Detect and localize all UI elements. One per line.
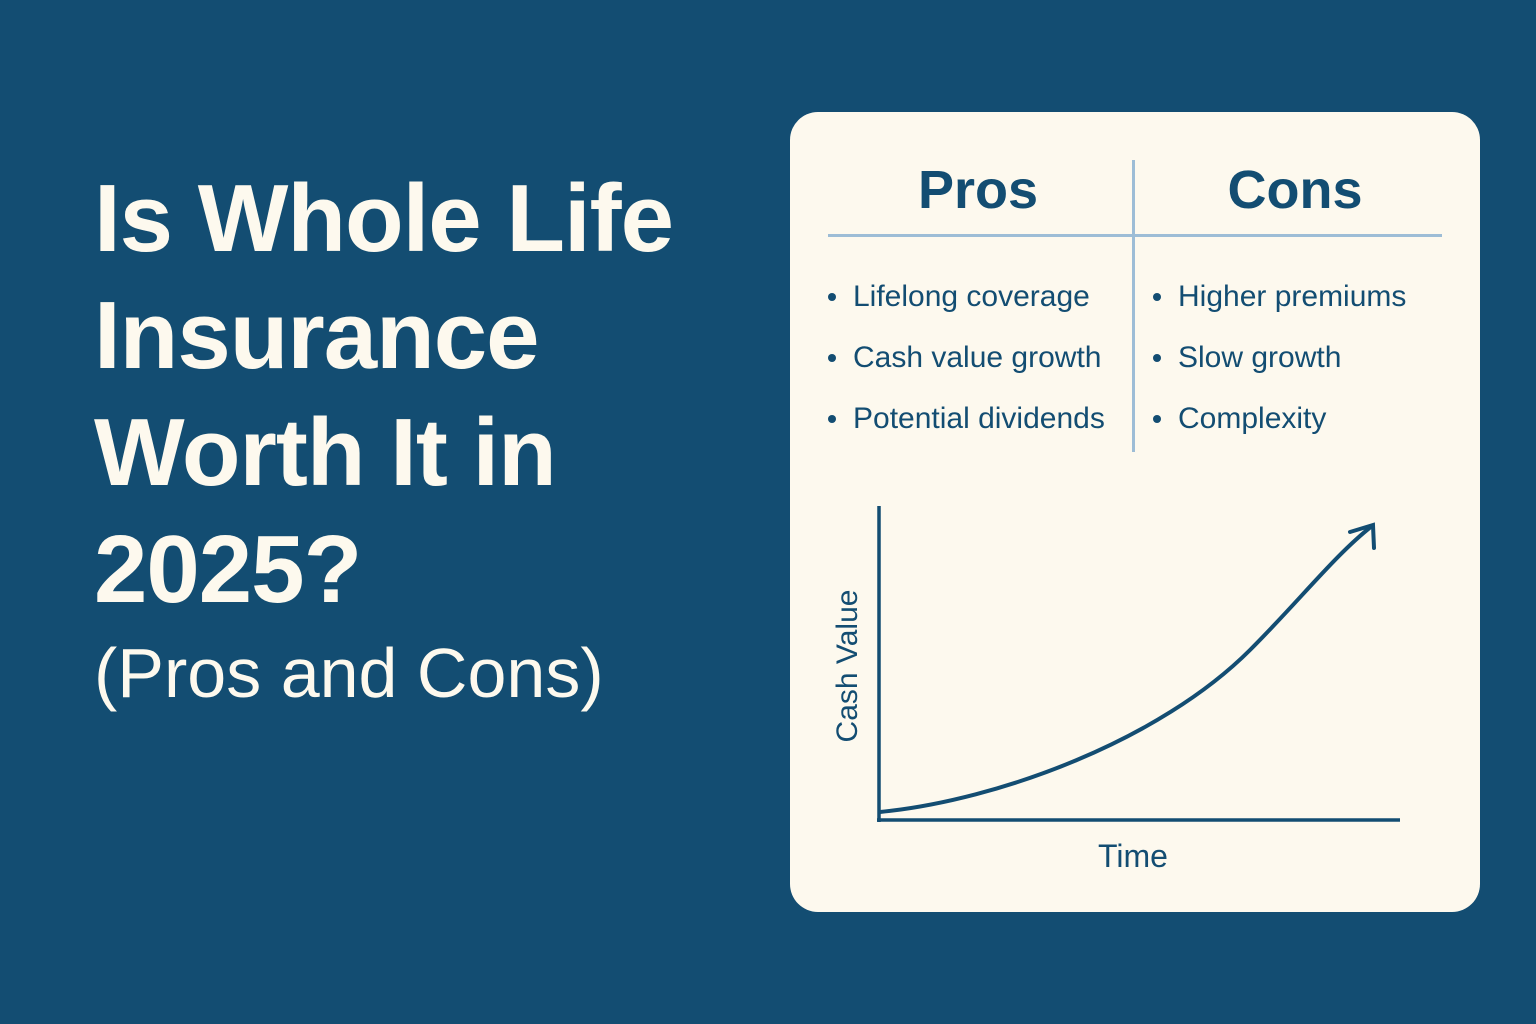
cons-item-text: Higher premiums [1178,280,1407,313]
arrowhead-icon [1348,522,1376,550]
pros-heading: Pros [917,160,1039,220]
cons-list-item: Higher premiums [1151,266,1406,327]
headline-line-1: Is Whole Life [94,165,674,272]
headline: Is Whole Life Insurance Worth It in 2025… [94,160,784,628]
x-axis-label: Time [1098,838,1168,874]
pros-item-text: Cash value growth [853,341,1102,374]
subtitle: (Pros and Cons) [94,634,604,712]
horizontal-divider [828,234,1442,237]
bullet-icon [1153,414,1161,423]
cons-list: Higher premiums Slow growth Complexity [1151,266,1406,449]
pros-list: Lifelong coverage Cash value growth Pote… [826,266,1105,449]
cons-list-item: Slow growth [1151,327,1406,388]
cash-value-chart [877,506,1400,822]
pros-list-item: Lifelong coverage [826,266,1105,327]
vertical-divider [1132,160,1135,452]
y-axis-label: Cash Value [831,589,864,743]
bullet-icon [1153,292,1161,301]
cons-list-item: Complexity [1151,388,1406,449]
cons-item-text: Slow growth [1178,341,1342,374]
pros-list-item: Cash value growth [826,327,1105,388]
cons-item-text: Complexity [1178,402,1327,435]
growth-curve [878,524,1374,814]
bullet-icon [1153,353,1161,362]
bullet-icon [828,353,836,362]
bullet-icon [828,414,836,423]
headline-line-3: Worth It in [94,399,557,506]
pros-item-text: Lifelong coverage [853,280,1090,313]
pros-item-text: Potential dividends [853,402,1105,435]
bullet-icon [828,292,836,301]
headline-line-4: 2025? [94,516,362,623]
pros-cons-card [790,112,1480,912]
headline-line-2: Insurance [94,282,540,389]
cons-heading: Cons [1227,160,1363,220]
pros-list-item: Potential dividends [826,388,1105,449]
